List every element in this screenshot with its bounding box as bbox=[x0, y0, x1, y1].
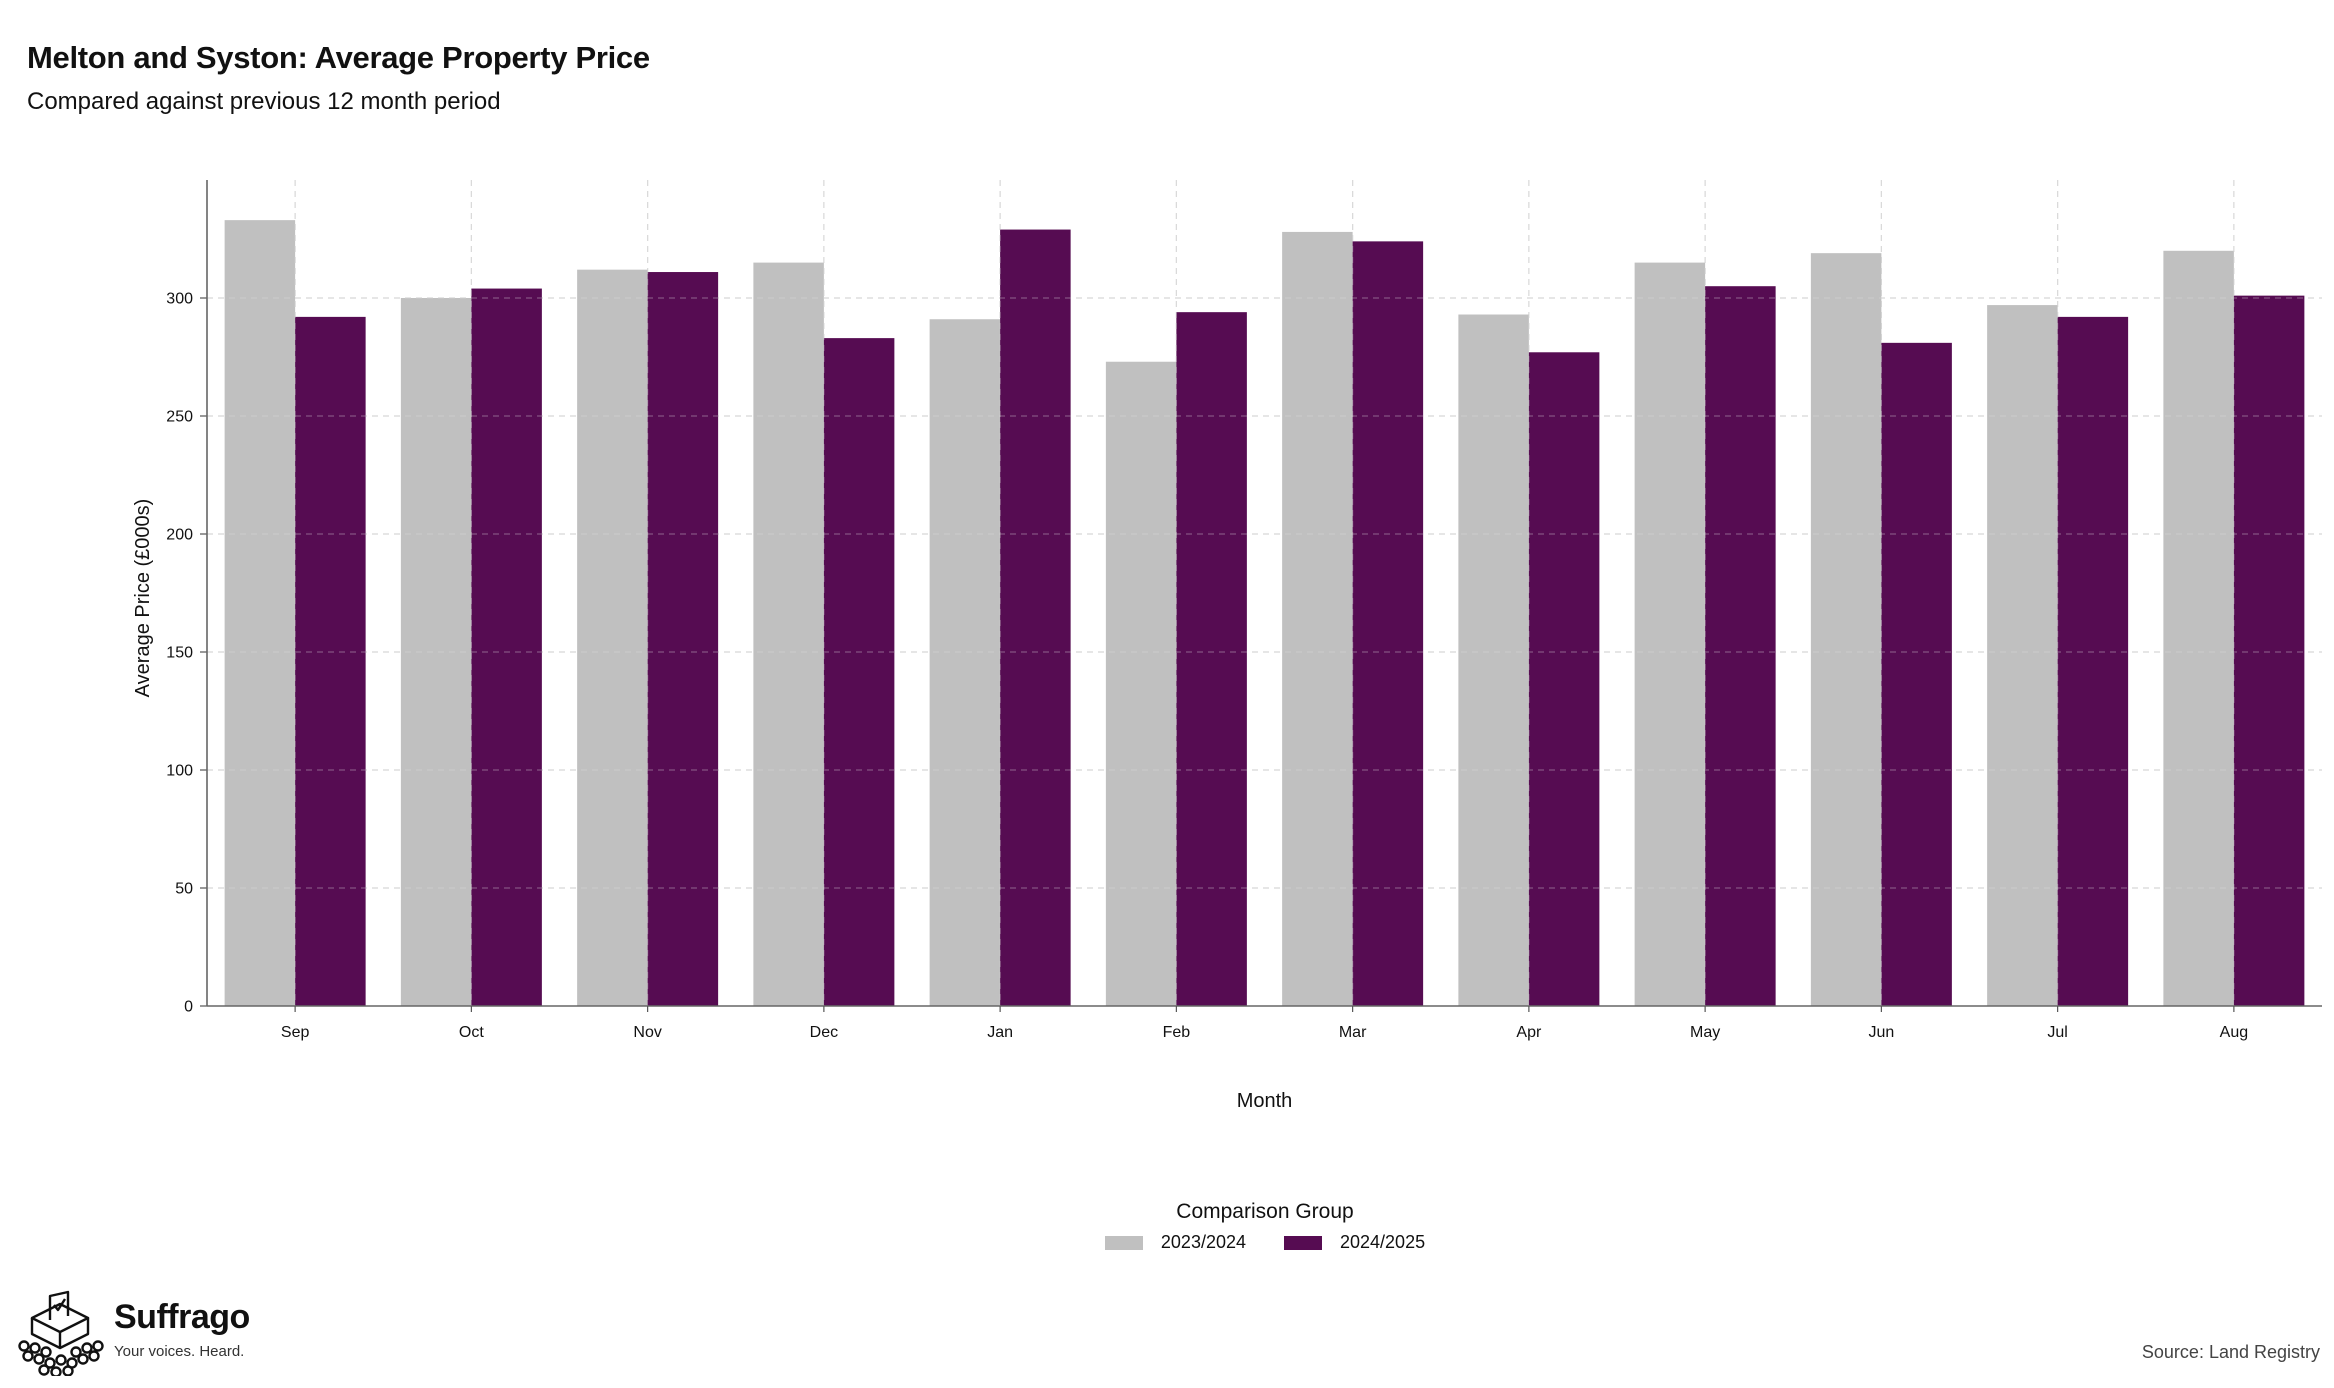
bar-series-1 bbox=[1105, 361, 1177, 1007]
y-tick-label: 300 bbox=[166, 291, 193, 308]
source-note: Source: Land Registry bbox=[2141, 1342, 2320, 1362]
x-axis-title: Month bbox=[1237, 1090, 1293, 1112]
bar-series-1 bbox=[400, 298, 472, 1006]
y-tick-label: 100 bbox=[166, 763, 193, 780]
y-tick-label: 200 bbox=[166, 527, 193, 544]
y-tick-label: 250 bbox=[166, 409, 193, 426]
brand-name: Suffrago bbox=[114, 1298, 250, 1336]
bar-series-2 bbox=[2233, 295, 2305, 1006]
legend-label: 2024/2025 bbox=[1340, 1232, 1426, 1252]
x-tick-label: Apr bbox=[1516, 1024, 1542, 1041]
bar-series-1 bbox=[929, 319, 1001, 1006]
x-tick-label: Jun bbox=[1868, 1024, 1894, 1041]
x-tick-label: Oct bbox=[459, 1024, 484, 1041]
y-tick-label: 50 bbox=[175, 881, 193, 898]
bar-chart: 0 50 100 150 200 250 300 Sep Oct Nov Dec Jan Feb Mar A… bbox=[132, 180, 2322, 1112]
legend-swatch bbox=[1284, 1235, 1322, 1250]
x-tick-label: Jul bbox=[2047, 1024, 2067, 1041]
bar-series-1 bbox=[1282, 231, 1353, 1007]
brand-logo: Suffrago Your voices. Heard. bbox=[14, 1290, 250, 1376]
bar-series-2 bbox=[1881, 342, 1952, 1007]
bar-series-2 bbox=[1000, 229, 1071, 1006]
legend-label: 2023/2024 bbox=[1160, 1232, 1246, 1252]
x-tick-label: Aug bbox=[2220, 1024, 2248, 1041]
bar-series-1 bbox=[1458, 314, 1529, 1006]
x-tick-label: Dec bbox=[810, 1024, 838, 1041]
bar-series-2 bbox=[471, 288, 542, 1006]
x-tick-label: Sep bbox=[281, 1024, 310, 1041]
x-tick-label: Jan bbox=[987, 1024, 1013, 1041]
legend: Comparison Group 2023/2024 2024/2025 bbox=[1095, 1200, 1435, 1253]
bar-series-1 bbox=[753, 262, 824, 1007]
bar-series-1 bbox=[1987, 305, 2058, 1007]
bar-series-1 bbox=[2163, 250, 2234, 1007]
x-tick-label: Mar bbox=[1339, 1024, 1367, 1041]
bar-series-2 bbox=[295, 316, 366, 1006]
legend-title: Comparison Group bbox=[1176, 1200, 1354, 1223]
bar-series-2 bbox=[823, 338, 895, 1006]
bar-series-1 bbox=[577, 269, 648, 1006]
bar-series-1 bbox=[1634, 262, 1706, 1007]
y-tick-label: 0 bbox=[184, 999, 193, 1016]
x-tick-label: Feb bbox=[1163, 1024, 1191, 1041]
legend-swatch bbox=[1104, 1235, 1143, 1250]
legend-item-series-2: 2024/2025 bbox=[1284, 1232, 1425, 1253]
bar-series-2 bbox=[1352, 241, 1424, 1007]
bar-series-2 bbox=[2057, 316, 2129, 1006]
bar-series-2 bbox=[1528, 352, 1600, 1006]
bar-series-1 bbox=[1810, 253, 1882, 1006]
ballot-box-crowd-icon bbox=[18, 1290, 104, 1376]
x-tick-label: Nov bbox=[633, 1024, 661, 1041]
chart-title: Melton and Syston: Average Property Pric… bbox=[27, 40, 650, 75]
legend-item-series-1: 2023/2024 bbox=[1104, 1232, 1246, 1253]
y-axis-title: Average Price (£000s) bbox=[132, 499, 154, 698]
y-tick-label: 150 bbox=[166, 645, 193, 662]
brand-tagline: Your voices. Heard. bbox=[114, 1343, 245, 1360]
bar-series-2 bbox=[647, 272, 719, 1006]
bar-series-2 bbox=[1176, 312, 1247, 1006]
bar-series-1 bbox=[224, 220, 296, 1006]
x-tick-label: May bbox=[1690, 1024, 1720, 1041]
bar-series-2 bbox=[1705, 286, 1776, 1006]
chart-subtitle: Compared against previous 12 month perio… bbox=[27, 88, 501, 115]
